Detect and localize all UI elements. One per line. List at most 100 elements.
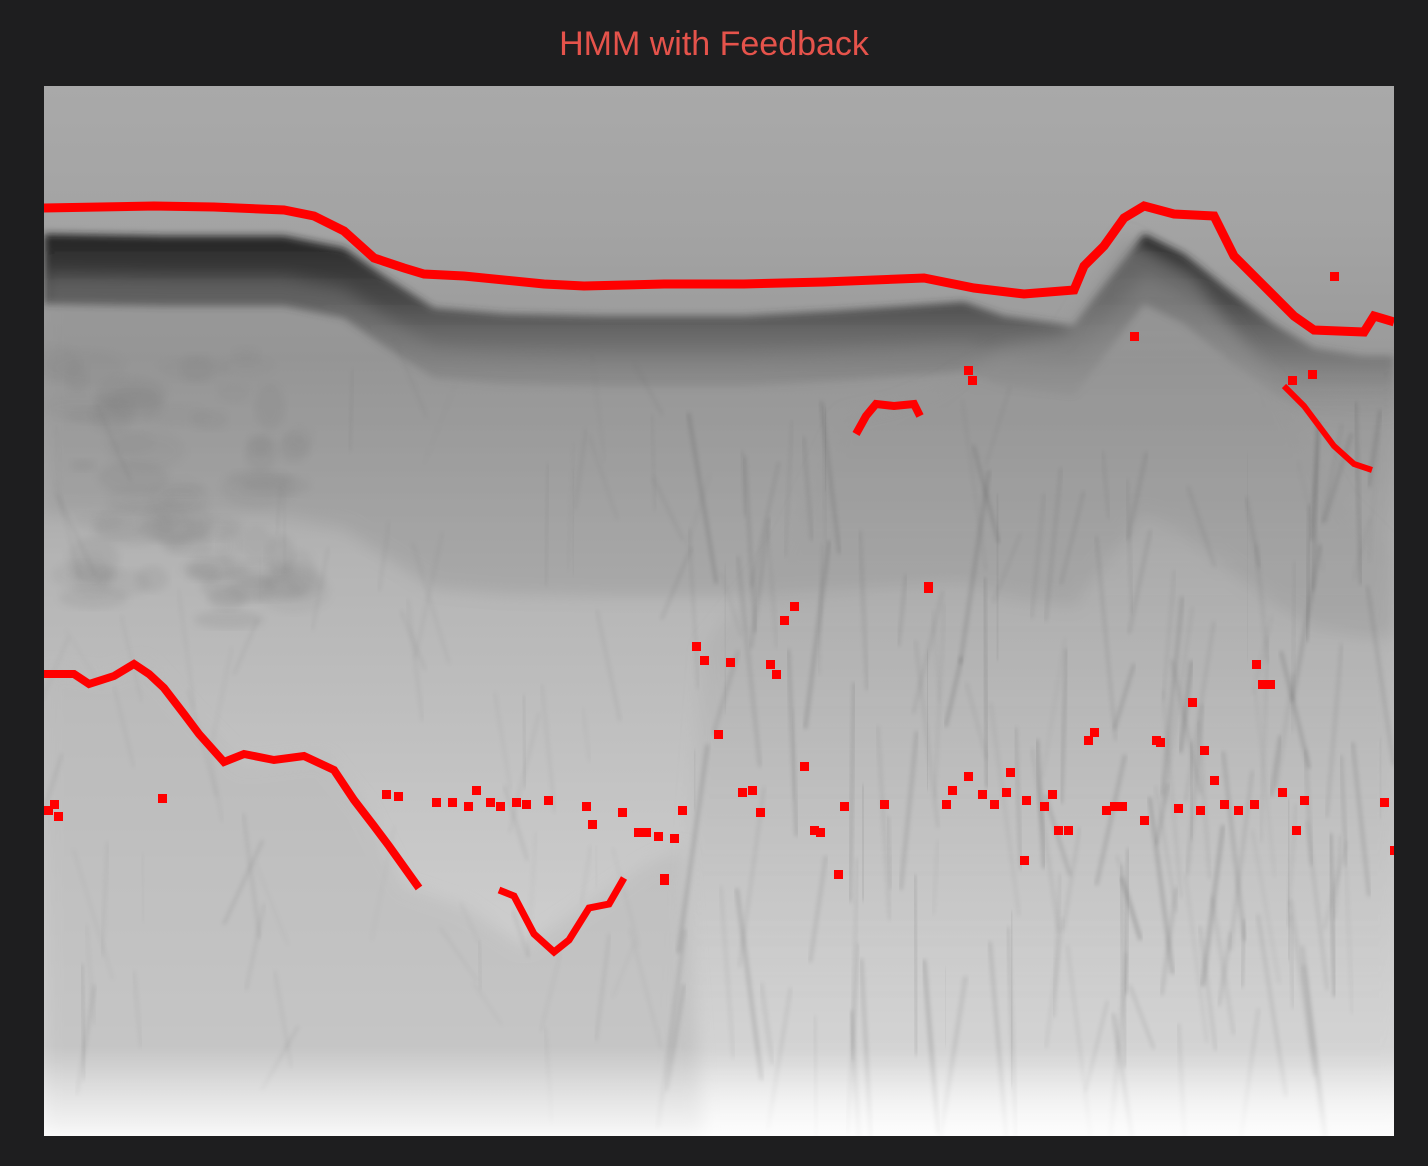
surface-trace (44, 201, 1394, 337)
texture-streak (590, 354, 607, 463)
texture-streak (944, 656, 964, 727)
texture-streak (1101, 451, 1110, 519)
texture-streak (1325, 643, 1343, 818)
texture-streak (886, 816, 894, 890)
texture-streak (1229, 770, 1254, 951)
texture-streak (85, 924, 96, 1025)
texture-blotch (257, 571, 331, 614)
texture-streak (132, 970, 143, 1048)
detection-pixel (670, 834, 679, 843)
texture-streak (736, 556, 762, 767)
texture-streak (503, 785, 529, 861)
texture-streak (1286, 804, 1298, 928)
texture-blotch (98, 460, 169, 495)
texture-streak (242, 813, 262, 939)
texture-streak (786, 649, 799, 837)
texture-streak (459, 902, 480, 943)
texture-streak (897, 574, 908, 647)
detection-pixel (756, 808, 765, 817)
texture-streak (958, 470, 991, 664)
texture-blotch (254, 383, 285, 431)
texture-streak (527, 831, 537, 956)
texture-streak (347, 369, 355, 452)
texture-blotch (70, 553, 114, 598)
texture-streak (848, 682, 856, 902)
texture-streak (233, 618, 259, 675)
detection-pixel (738, 788, 747, 797)
texture-streak (1303, 749, 1314, 866)
texture-streak (660, 546, 693, 621)
texture-streak (611, 941, 636, 998)
texture-streak (1119, 864, 1128, 1068)
texture-streak (411, 542, 450, 664)
detection-pixel (522, 800, 531, 809)
radargram-panel (44, 86, 1394, 1136)
texture-blotch (162, 532, 214, 556)
texture-streak (1259, 637, 1269, 843)
texture-blotch (239, 525, 274, 563)
texture-streak (1188, 741, 1194, 840)
detection-pixel (1210, 776, 1219, 785)
texture-streak (984, 386, 1011, 467)
texture-streak (743, 456, 757, 633)
detection-pixel (1200, 746, 1209, 755)
detection-pixel (486, 798, 495, 807)
texture-streak (651, 477, 685, 542)
texture-streak (1178, 660, 1194, 753)
texture-streak (1274, 673, 1295, 789)
detection-pixel (50, 800, 59, 809)
texture-blotch (180, 354, 214, 383)
texture-streak (521, 695, 527, 789)
detection-pixel (54, 812, 63, 821)
texture-streak (1126, 452, 1149, 541)
detection-pixel (700, 656, 709, 665)
detection-pixel (496, 802, 505, 811)
texture-streak (1052, 874, 1062, 1018)
texture-streak (1030, 493, 1046, 619)
texture-streak (1279, 650, 1311, 769)
radargram-texture (44, 234, 1394, 1136)
detection-pixel (816, 828, 825, 837)
texture-blotch (46, 349, 126, 387)
texture-streak (944, 967, 947, 1047)
texture-streak (120, 616, 143, 702)
detection-pixel (1266, 680, 1275, 689)
texture-streak (1127, 529, 1152, 634)
texture-streak (1042, 637, 1066, 777)
texture-streak (1014, 727, 1023, 870)
texture-streak (1332, 835, 1342, 920)
texture-streak (1031, 748, 1061, 932)
detection-pixel (780, 616, 789, 625)
bedrock-trace-basin (497, 876, 628, 957)
texture-streak (580, 846, 592, 905)
detection-pixel (1330, 272, 1339, 281)
texture-streak (1366, 585, 1394, 766)
texture-streak (100, 842, 109, 957)
detection-pixel (714, 730, 723, 739)
texture-streak (649, 414, 657, 511)
texture-blotch (166, 484, 204, 498)
detection-pixel (158, 794, 167, 803)
texture-streak (632, 362, 664, 416)
texture-streak (140, 853, 145, 922)
texture-streak (1217, 932, 1232, 1007)
detection-pixel (810, 826, 819, 835)
texture-streak (720, 572, 742, 637)
detection-pixel (472, 786, 481, 795)
texture-streak (685, 474, 711, 548)
detection-pixel (964, 772, 973, 781)
bedrock-trace-left (44, 659, 423, 891)
texture-streak (1322, 432, 1354, 523)
detection-pixel (1022, 796, 1031, 805)
detection-pixel (1130, 332, 1139, 341)
texture-streak (1322, 840, 1349, 930)
radargram-image (44, 86, 1394, 1136)
texture-streak (1044, 467, 1063, 622)
texture-streak (1221, 751, 1246, 941)
detection-pixel (544, 796, 553, 805)
texture-streak (1344, 864, 1354, 1014)
detection-pixel (1084, 736, 1093, 745)
detection-pixel (1054, 826, 1063, 835)
texture-streak (858, 530, 869, 691)
detection-pixel (432, 798, 441, 807)
